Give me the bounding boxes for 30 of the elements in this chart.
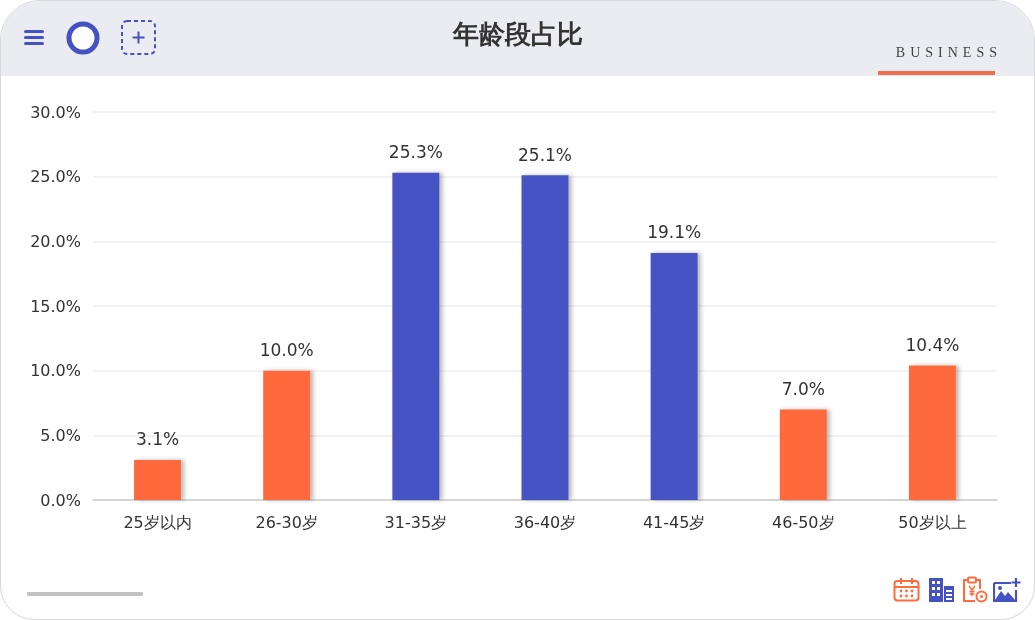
y-tick-label: 5.0% [40,425,81,445]
y-tick-label: 20.0% [30,231,81,251]
y-tick-label: 25.0% [30,167,81,187]
y-tick-label: 0.0% [40,490,81,510]
data-label: 25.3% [388,142,443,163]
data-label: 3.1% [135,429,180,450]
bar [521,175,569,500]
bar [650,252,698,500]
x-tick-label: 36-40岁 [513,512,577,532]
data-label: 7.0% [781,378,825,399]
data-label: 19.1% [647,222,702,243]
x-tick-label: 46-50岁 [772,512,835,532]
bar [134,459,182,500]
x-tick-label: 41-45岁 [642,512,706,532]
bar [779,409,827,500]
data-label: 10.4% [905,334,960,355]
bar [392,172,440,500]
data-label: 10.0% [259,340,314,361]
y-tick-label: 15.0% [30,296,81,316]
bar [263,370,311,500]
x-tick-label: 25岁以内 [123,512,192,532]
x-tick-label: 31-35岁 [384,512,448,532]
data-label: 25.1% [517,144,573,165]
y-tick-label: 30.0% [30,102,81,122]
bar [908,365,956,500]
text: BUSINESS [895,44,1002,62]
x-tick-label: 50岁以上 [898,512,967,532]
y-tick-label: 10.0% [30,361,81,381]
chart-title: 年龄段占比 [451,19,583,49]
x-tick-label: 26-30岁 [255,512,318,532]
